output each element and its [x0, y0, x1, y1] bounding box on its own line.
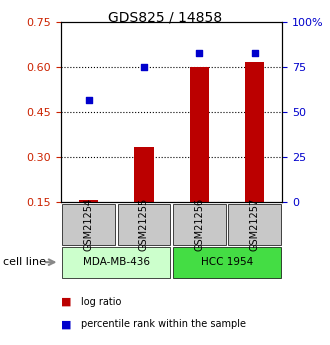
Text: cell line: cell line [3, 257, 46, 267]
Bar [134, 147, 154, 202]
Text: log ratio: log ratio [81, 297, 121, 307]
Text: GSM21255: GSM21255 [139, 198, 149, 251]
Text: ■: ■ [61, 297, 72, 307]
Point [141, 65, 147, 70]
Point [252, 50, 257, 56]
Text: MDA-MB-436: MDA-MB-436 [83, 257, 150, 267]
Text: GDS825 / 14858: GDS825 / 14858 [108, 10, 222, 24]
Text: ■: ■ [61, 319, 72, 329]
Text: percentile rank within the sample: percentile rank within the sample [81, 319, 246, 329]
Text: GSM21256: GSM21256 [194, 198, 204, 251]
Point [197, 50, 202, 56]
Text: GSM21257: GSM21257 [249, 198, 259, 251]
Text: HCC 1954: HCC 1954 [201, 257, 253, 267]
Point [86, 97, 91, 102]
Bar [79, 200, 98, 202]
Bar [189, 67, 209, 202]
Bar [245, 62, 264, 202]
Text: GSM21254: GSM21254 [84, 198, 94, 251]
